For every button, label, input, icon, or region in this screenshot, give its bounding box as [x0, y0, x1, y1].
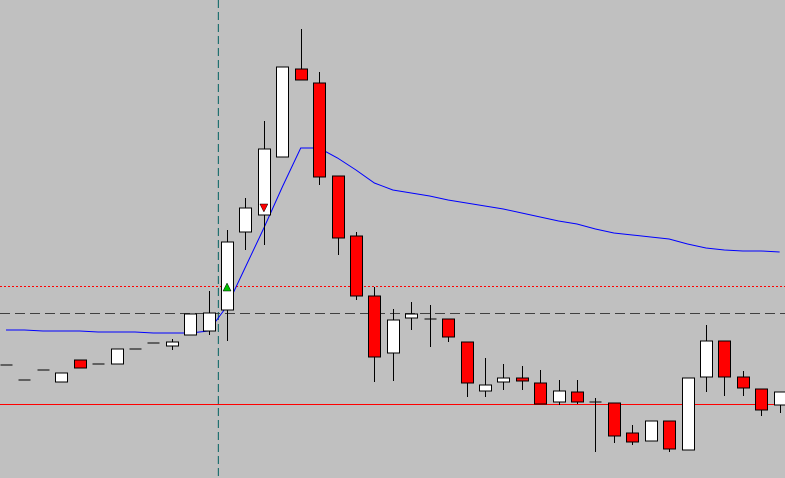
- candle-body: [350, 235, 363, 297]
- candle-body: [239, 207, 252, 233]
- candle-body: [203, 312, 216, 332]
- candle-body: [516, 377, 529, 382]
- candle-body: [774, 391, 785, 406]
- candle-body: [700, 340, 713, 378]
- candle-body: [553, 390, 566, 403]
- moving-average: [6, 147, 780, 334]
- candle-body: [258, 148, 271, 216]
- candle-body: [663, 420, 676, 450]
- candle-body: [461, 341, 474, 384]
- signal-arrow: [222, 282, 232, 292]
- candle-body: [111, 348, 124, 365]
- candle-body: [313, 82, 326, 178]
- candle-body: [405, 313, 418, 319]
- candle-body: [571, 391, 584, 403]
- candle-body: [276, 66, 289, 158]
- candle-body: [682, 377, 695, 451]
- candle-body: [184, 313, 197, 336]
- candle-body: [74, 359, 87, 369]
- candle-body: [332, 175, 345, 239]
- candle-body: [55, 372, 68, 383]
- candle-body: [368, 295, 381, 358]
- candle-body: [645, 420, 658, 442]
- candle-body: [497, 377, 510, 383]
- candle-body: [221, 241, 234, 311]
- candle-body: [442, 318, 455, 338]
- candle-body: [737, 376, 750, 389]
- candle-body: [718, 340, 731, 378]
- candle-body: [295, 68, 308, 81]
- candle-body: [166, 341, 179, 347]
- signal-arrow: [259, 203, 269, 213]
- candle-body: [755, 388, 768, 411]
- candle-body: [608, 402, 621, 437]
- candle-body: [534, 382, 547, 405]
- candle-body: [387, 319, 400, 354]
- candle-body: [626, 432, 639, 443]
- candle-body: [479, 384, 492, 392]
